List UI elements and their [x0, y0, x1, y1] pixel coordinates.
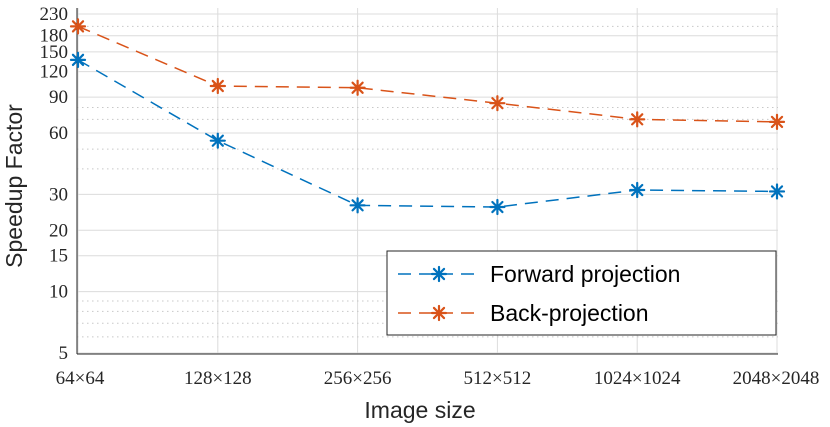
- legend-marker-symbol: [430, 265, 448, 283]
- data-point-forward: [489, 198, 506, 216]
- data-point-forward: [629, 181, 646, 199]
- y-tick-label: 5: [59, 343, 69, 364]
- legend-marker-back: [430, 304, 448, 322]
- y-axis-label: Speedup Factor: [1, 104, 27, 268]
- data-point-back: [69, 18, 87, 35]
- y-tick-label: 150: [40, 42, 69, 63]
- x-tick-label: 64×64: [56, 368, 105, 389]
- y-tick-label: 90: [49, 87, 68, 108]
- data-point-forward: [209, 132, 226, 149]
- data-point-back: [489, 95, 506, 112]
- legend-label-back: Back-projection: [490, 300, 649, 326]
- legend-box: [386, 250, 777, 336]
- y-tick-label: 20: [49, 220, 68, 241]
- data-point-forward: [768, 183, 786, 200]
- x-axis-label: Image size: [364, 397, 475, 423]
- y-tick-label: 10: [49, 282, 68, 303]
- y-tick-label: 120: [40, 62, 69, 83]
- x-tick-label: 256×256: [324, 368, 392, 389]
- y-tick-label: 30: [49, 184, 68, 205]
- x-tick-label: 128×128: [184, 368, 252, 389]
- y-tick-label: 230: [40, 4, 69, 25]
- data-point-back: [349, 79, 366, 96]
- legend-marker-symbol: [430, 304, 448, 322]
- y-tick-label: 15: [49, 246, 68, 267]
- x-tick-labels: 64×64 128×128 256×256 512×512 1024×1024 2048×…: [56, 368, 820, 389]
- x-tick-label: 512×512: [464, 368, 532, 389]
- data-point-back: [209, 77, 226, 95]
- data-point-forward: [69, 51, 87, 68]
- series-line-back: [77, 25, 778, 123]
- legend-marker-forward: [430, 265, 448, 283]
- legend-label-forward: Forward projection: [490, 261, 680, 287]
- series-layer: [69, 18, 786, 216]
- series-line-forward: [77, 59, 778, 208]
- data-point-forward: [349, 197, 366, 214]
- y-tick-label: 60: [49, 123, 68, 144]
- y-tick-label: 180: [40, 26, 69, 47]
- x-tick-label: 2048×2048: [733, 368, 820, 389]
- x-tick-label: 1024×1024: [594, 368, 681, 389]
- data-point-back: [768, 113, 786, 130]
- legend: Forward projection Back-projection: [386, 250, 777, 336]
- data-point-back: [629, 111, 646, 128]
